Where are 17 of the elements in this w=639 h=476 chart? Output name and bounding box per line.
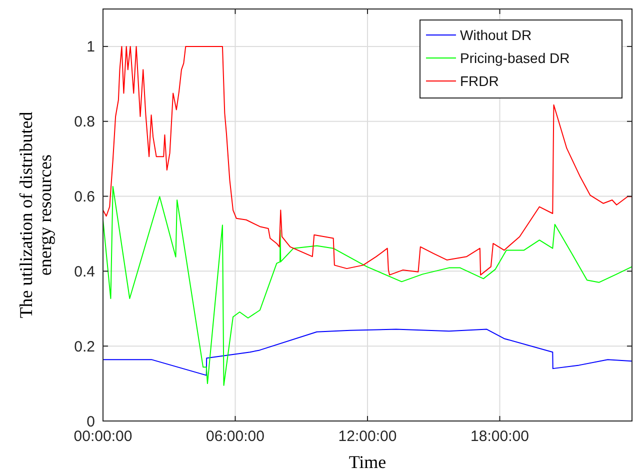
x-tick-label: 00:00:00: [74, 428, 132, 445]
y-tick-label: 0: [86, 413, 95, 430]
y-axis-title: The utilization of distributed energy resources: [16, 112, 55, 318]
line-series: [102, 328, 632, 376]
legend-label: Pricing-based DR: [460, 50, 570, 66]
y-tick-label: 0.8: [74, 114, 95, 131]
y-tick-label: 1: [86, 38, 95, 56]
legend-label: FRDR: [460, 72, 499, 89]
x-tick-label: 12:00:00: [338, 428, 397, 445]
x-tick-label: 06:00:00: [206, 428, 264, 445]
line-series: [102, 186, 632, 386]
x-tick-label: 18:00:00: [470, 428, 529, 445]
legend-label: Without DR: [460, 26, 532, 43]
y-tick-label: 0.4: [74, 263, 95, 280]
x-axis-title: Time: [348, 452, 386, 472]
y-tick-label: 0.2: [74, 338, 95, 356]
y-tick-label: 0.6: [74, 188, 95, 206]
